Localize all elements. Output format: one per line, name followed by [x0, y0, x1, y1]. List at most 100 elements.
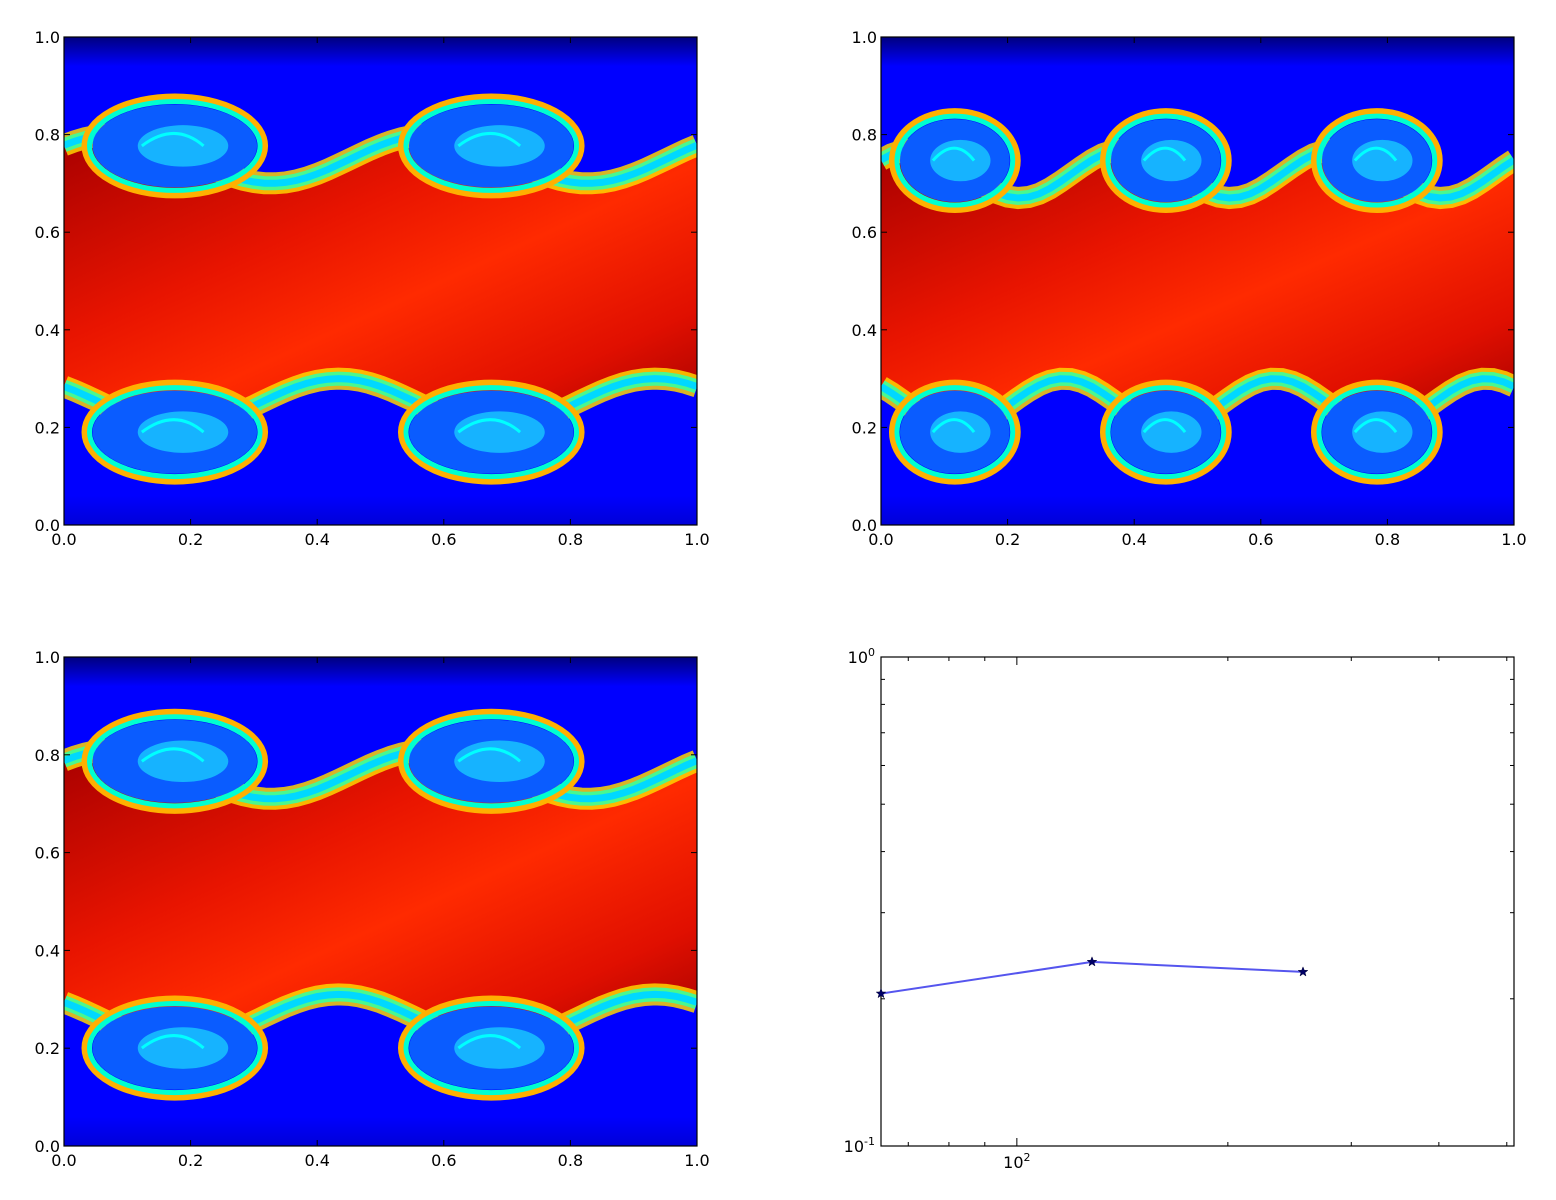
x-tick-label: 0.6 — [431, 1151, 456, 1170]
vortex-spiral — [457, 747, 522, 763]
vortex-spiral — [1353, 418, 1398, 434]
line-panel-bottom-right: 102 100 10-1 — [844, 646, 1515, 1172]
x-tick-label: 0.0 — [51, 530, 76, 549]
vortex-eye — [454, 740, 545, 783]
vortex-rim — [81, 995, 269, 1101]
vortex-ring — [403, 714, 580, 809]
vortex-eye — [137, 1027, 229, 1069]
vortex-spiral — [140, 1034, 205, 1050]
vortex-spiral — [140, 747, 205, 763]
x-tick-label: 0.4 — [304, 1151, 329, 1170]
vortex-eye — [930, 139, 991, 182]
y-tick-label: 0.4 — [35, 321, 60, 340]
vortex-rim — [81, 379, 269, 485]
vortex-rim — [81, 708, 269, 814]
x-tick-label: 1.0 — [684, 1151, 709, 1170]
vortex-rim — [1099, 108, 1232, 214]
vortex-ring — [86, 385, 263, 480]
x-tick-label: 0.8 — [1375, 530, 1400, 549]
vortex-eye — [930, 411, 991, 453]
x-tick-label: 0.6 — [431, 530, 456, 549]
vortex-rim — [888, 108, 1021, 214]
vortex-ring — [1105, 385, 1227, 480]
vortex-ring — [403, 1000, 580, 1096]
y-tick-label: 100 — [848, 646, 875, 667]
vortex-spiral — [140, 418, 205, 434]
y-tick-label: 0.8 — [35, 126, 60, 145]
y-tick-label: 0.4 — [35, 941, 60, 960]
vortex-spiral — [931, 146, 976, 162]
vortex-rim — [1310, 108, 1443, 214]
axes-frame — [880, 656, 1515, 1147]
y-tick-label: 0.2 — [35, 418, 60, 437]
heatmap-panel-bottom-left: 0.0 0.2 0.4 0.6 0.8 1.0 0.0 0.2 0.4 0.6 0.8 1.0 — [35, 648, 710, 1170]
y-tick-label: 0.4 — [852, 321, 877, 340]
y-tick-label: 0.6 — [35, 223, 60, 242]
vortex-rim — [1099, 379, 1232, 485]
vortex-ring — [894, 385, 1016, 480]
vortex-ring — [86, 714, 263, 809]
heatmap-dense-band — [881, 149, 1514, 428]
vortex-spiral — [1353, 146, 1398, 162]
vortex-eye — [1352, 411, 1413, 453]
vortex-rim — [397, 379, 585, 485]
x-tick-label: 1.0 — [1501, 530, 1526, 549]
x-tick-label: 0.6 — [1248, 530, 1273, 549]
y-tick-label: 0.6 — [35, 844, 60, 863]
vortex-spiral — [457, 418, 522, 434]
heatmap-dense-band — [64, 134, 697, 428]
x-tick-label: 0.4 — [304, 530, 329, 549]
x-tick-label: 0.0 — [868, 530, 893, 549]
vortex-ring — [403, 98, 580, 193]
vortex-ring — [86, 1000, 263, 1096]
y-tick-label: 0.2 — [35, 1039, 60, 1058]
vortex-spiral — [931, 418, 976, 434]
vortex-rim — [888, 379, 1021, 485]
x-tick-label: 0.0 — [51, 1151, 76, 1170]
vortex-spiral — [140, 132, 205, 148]
vortex-rim — [81, 93, 269, 199]
vortex-ring — [894, 113, 1016, 208]
vortex-ring — [1316, 113, 1438, 208]
vortex-spiral — [1142, 418, 1187, 434]
vortex-eye — [1141, 139, 1202, 182]
vortex-ring — [403, 385, 580, 480]
y-tick-label: 0.8 — [852, 126, 877, 145]
axes-frame — [63, 656, 698, 1147]
y-tick-label: 0.0 — [852, 516, 877, 535]
vortex-eye — [137, 411, 229, 453]
heatmap-panel-top-left: 0.0 0.2 0.4 0.6 0.8 1.0 0.0 0.2 0.4 0.6 0.8 1.0 — [35, 28, 710, 549]
axes-frame — [880, 36, 1515, 526]
y-tick-label: 0.8 — [35, 746, 60, 765]
x-tick-label: 0.2 — [178, 1151, 203, 1170]
vortex-eye — [1352, 139, 1413, 182]
axes-frame — [63, 36, 698, 526]
vortex-spiral — [457, 132, 522, 148]
heatmap-dense-band — [64, 749, 697, 1044]
y-tick-label: 1.0 — [852, 28, 877, 47]
vortex-ring — [1316, 385, 1438, 480]
vortex-spiral — [1142, 146, 1187, 162]
y-tick-label: 1.0 — [35, 28, 60, 47]
x-tick-label: 0.4 — [1121, 530, 1146, 549]
vortex-eye — [1141, 411, 1202, 453]
vortex-spiral — [457, 1034, 522, 1050]
heatmap-panel-top-right: 0.0 0.2 0.4 0.6 0.8 1.0 0.0 0.2 0.4 0.6 0.8 1.0 — [852, 28, 1527, 549]
vortex-rim — [397, 93, 585, 199]
x-tick-label: 0.2 — [995, 530, 1020, 549]
y-tick-label: 0.0 — [35, 1137, 60, 1156]
x-tick-label: 0.8 — [558, 530, 583, 549]
x-tick-label: 0.2 — [178, 530, 203, 549]
x-tick-label: 1.0 — [684, 530, 709, 549]
y-tick-label: 0.6 — [852, 223, 877, 242]
x-tick-label: 102 — [1003, 1151, 1030, 1172]
vortex-eye — [137, 125, 229, 167]
vortex-rim — [397, 995, 585, 1101]
vortex-eye — [137, 740, 229, 783]
y-tick-label: 1.0 — [35, 648, 60, 667]
vortex-eye — [454, 125, 545, 167]
vortex-rim — [1310, 379, 1443, 485]
x-tick-label: 0.8 — [558, 1151, 583, 1170]
vortex-rim — [397, 708, 585, 814]
